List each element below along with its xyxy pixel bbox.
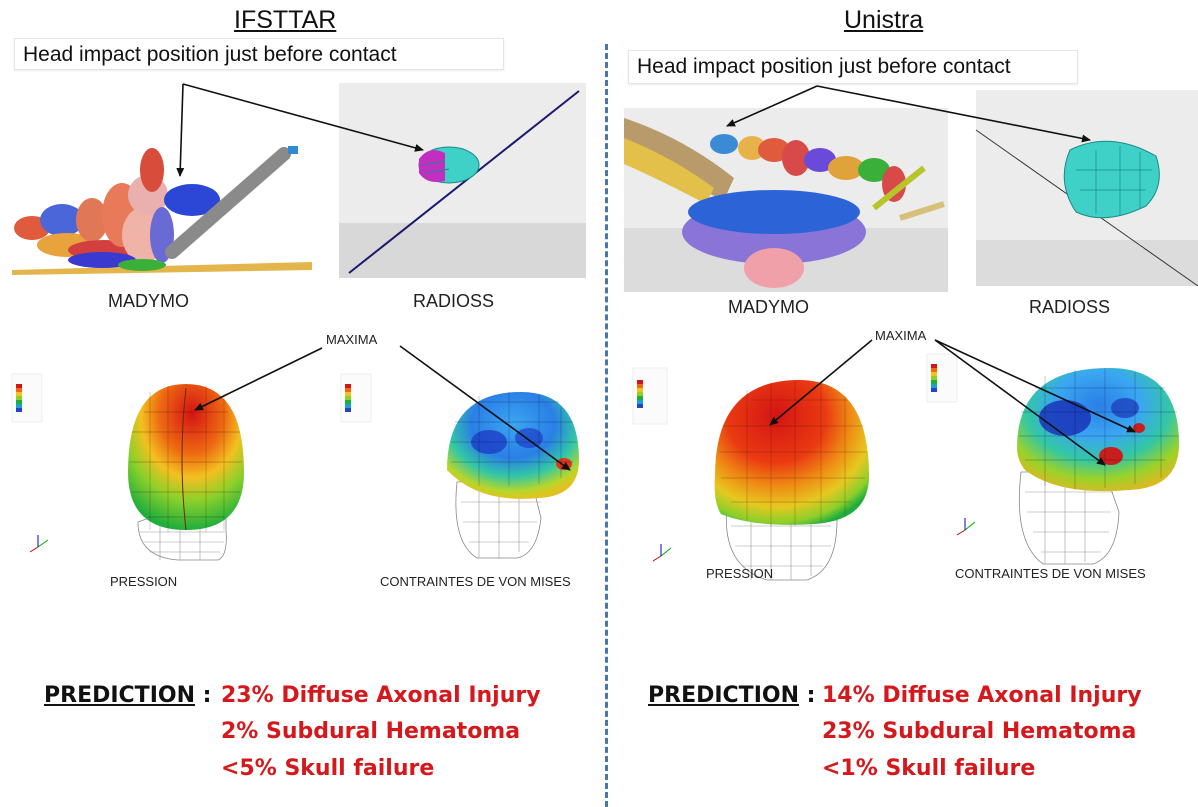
left-radioss-label: RADIOSS: [413, 291, 495, 311]
right-radioss-image: [975, 90, 1198, 287]
left-madymo-image: [12, 140, 320, 275]
left-maxima-arrow-vonmises: [399, 345, 571, 471]
left-prediction-3: <5% Skull failure: [221, 756, 435, 781]
right-prediction-3: <1% Skull failure: [822, 756, 1036, 781]
left-maxima-label: MAXIMA: [326, 332, 378, 347]
left-note-arrow-madymo: [176, 83, 185, 177]
left-prediction-1: 23% Diffuse Axonal Injury: [221, 683, 541, 708]
left-prediction-label: PREDICTION: [44, 683, 195, 708]
right-prediction-label: PREDICTION: [648, 683, 799, 708]
left-radioss-image: [339, 83, 586, 278]
right-maxima-arrow-vonmises-2: [934, 339, 1136, 433]
right-vonmises-label: CONTRAINTES DE VON MISES: [955, 566, 1146, 581]
right-madymo-image: [624, 108, 948, 292]
left-title: IFSTTAR: [234, 6, 337, 34]
column-divider: [605, 44, 608, 807]
right-maxima-arrow-pression: [769, 339, 873, 426]
right-note-arrow-radioss: [816, 85, 1091, 143]
left-prediction-heading: PREDICTION :: [44, 683, 212, 708]
left-prediction-2: 2% Subdural Hematoma: [221, 719, 521, 744]
right-prediction-heading: PREDICTION :: [648, 683, 816, 708]
right-prediction-1: 14% Diffuse Axonal Injury: [822, 683, 1142, 708]
right-prediction-2: 23% Subdural Hematoma: [822, 719, 1137, 744]
left-pression-image: [11, 373, 244, 561]
right-maxima-arrow-vonmises-1: [934, 339, 1106, 466]
left-impact-note: Head impact position just before contact: [14, 38, 504, 70]
right-title: Unistra: [844, 6, 924, 34]
right-pression-image: [631, 366, 886, 584]
left-note-arrow-radioss: [182, 83, 424, 152]
left-vonmises-label: CONTRAINTES DE VON MISES: [380, 574, 571, 589]
right-radioss-label: RADIOSS: [1029, 297, 1111, 317]
right-impact-note: Head impact position just before contact: [628, 50, 1078, 84]
right-pression-label: PRESSION: [706, 566, 774, 581]
right-madymo-label: MADYMO: [728, 297, 809, 317]
left-vonmises-image: [340, 373, 579, 559]
right-note-arrow-madymo: [726, 85, 818, 127]
left-madymo-label: MADYMO: [108, 291, 189, 311]
left-maxima-arrow-pression: [194, 347, 323, 411]
right-maxima-label: MAXIMA: [875, 328, 927, 343]
left-pression-label: PRESSION: [110, 574, 178, 589]
